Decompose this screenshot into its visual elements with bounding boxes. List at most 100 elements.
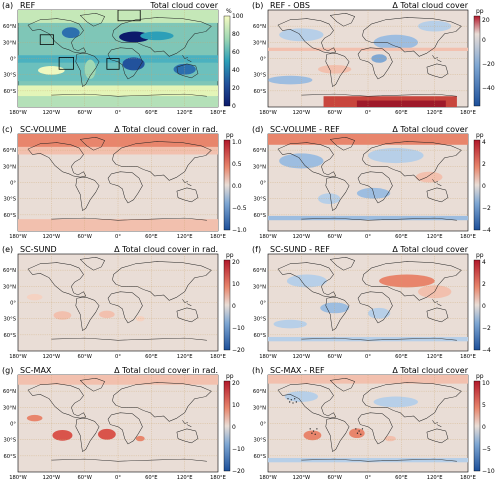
colorbar-unit: pp bbox=[476, 373, 484, 380]
colorbar-unit: % bbox=[226, 8, 232, 15]
axis-labels: 60°N 30°N 0° 30°S 60°S 180°W 120°W 60°W 0° 60°E 12… bbox=[3, 24, 476, 481]
lon-label: 180°W bbox=[259, 110, 277, 116]
colorbar-unit: pp bbox=[476, 252, 484, 259]
lon-label: 180°E bbox=[460, 110, 476, 116]
colorbar-unit: pp bbox=[476, 8, 484, 15]
lon-label: 0° bbox=[115, 110, 121, 116]
lon-label: 0° bbox=[365, 475, 371, 481]
lon-label: 180°E bbox=[460, 354, 476, 360]
colorbar-tick: 100 bbox=[232, 13, 244, 20]
lat-label: 60°S bbox=[4, 454, 17, 460]
lon-label: 180°E bbox=[210, 354, 226, 360]
lon-label: 120°E bbox=[427, 354, 443, 360]
panel-g: (g) SC-MAX Δ Total cloud cover in rad. p… bbox=[2, 366, 245, 475]
colorbar-tick: 20 bbox=[232, 259, 240, 266]
lon-label: 120°W bbox=[43, 234, 61, 240]
colorbar bbox=[223, 15, 231, 107]
colorbar-tick: 5 bbox=[482, 402, 486, 409]
colorbar-tick: −20 bbox=[232, 347, 245, 354]
lat-label: 60°N bbox=[3, 24, 16, 30]
colorbar-tick: 0 bbox=[482, 37, 486, 44]
lon-label: 60°E bbox=[145, 234, 157, 240]
lat-label: 60°N bbox=[253, 24, 266, 30]
lat-label: 30°N bbox=[253, 164, 266, 170]
colorbar-tick: 20 bbox=[232, 380, 240, 387]
lat-label: 30°S bbox=[4, 438, 17, 444]
colorbar-tick: −10 bbox=[232, 446, 245, 453]
lat-label: 30°N bbox=[253, 40, 266, 46]
map-field bbox=[18, 10, 219, 108]
panel-title: Total cloud cover bbox=[149, 1, 218, 10]
lon-label: 120°E bbox=[427, 234, 443, 240]
colorbar-tick: −40 bbox=[482, 85, 495, 92]
lon-label: 120°E bbox=[427, 110, 443, 116]
colorbar-tick: 4 bbox=[482, 259, 486, 266]
lon-label: 60°W bbox=[78, 234, 92, 240]
lat-label: 60°N bbox=[253, 389, 266, 395]
panel-h: (h) SC-MAX - REF Δ Total cloud cover pp … bbox=[252, 366, 495, 475]
panel-letter: (d) bbox=[252, 125, 263, 134]
lon-label: 0° bbox=[115, 354, 121, 360]
lat-label: 60°N bbox=[253, 268, 266, 274]
lon-label: 60°W bbox=[78, 110, 92, 116]
colorbar-tick: −10 bbox=[482, 468, 495, 475]
lat-label: 0° bbox=[10, 301, 16, 307]
lat-label: 60°N bbox=[3, 268, 16, 274]
colorbar-tick: −1.0 bbox=[232, 227, 247, 234]
colorbar bbox=[473, 259, 481, 351]
lon-label: 180°W bbox=[259, 234, 277, 240]
lon-label: 180°E bbox=[210, 475, 226, 481]
map-field bbox=[18, 254, 219, 352]
colorbar bbox=[223, 139, 231, 231]
colorbar-tick: −0.5 bbox=[232, 205, 247, 212]
colorbar-tick: 0 bbox=[232, 424, 236, 431]
colorbar-tick: 0 bbox=[232, 103, 236, 110]
map-field bbox=[268, 10, 469, 108]
lat-label: 30°S bbox=[254, 438, 267, 444]
lat-label: 0° bbox=[10, 57, 16, 63]
lat-label: 0° bbox=[260, 301, 266, 307]
lon-label: 120°E bbox=[177, 354, 193, 360]
lat-label: 60°S bbox=[4, 333, 17, 339]
panel-label: SC-VOLUME - REF bbox=[270, 125, 340, 134]
lat-label: 60°S bbox=[254, 333, 267, 339]
lon-label: 0° bbox=[365, 234, 371, 240]
colorbar-unit: pp bbox=[226, 132, 234, 139]
colorbar-unit: pp bbox=[226, 252, 234, 259]
panel-label: REF bbox=[20, 1, 36, 10]
lon-label: 60°W bbox=[78, 354, 92, 360]
lat-label: 60°S bbox=[254, 213, 267, 219]
colorbar-tick: 80 bbox=[232, 31, 240, 38]
lon-label: 120°W bbox=[293, 475, 311, 481]
lon-label: 0° bbox=[365, 110, 371, 116]
lon-label: 120°W bbox=[293, 234, 311, 240]
panel-label: SC-VOLUME bbox=[20, 125, 67, 134]
colorbar-tick: −20 bbox=[232, 468, 245, 475]
colorbar-tick: 40 bbox=[232, 67, 240, 74]
lat-label: 60°S bbox=[254, 89, 267, 95]
panel-c: (c) SC-VOLUME Δ Total cloud cover in rad… bbox=[2, 125, 247, 234]
lat-label: 30°S bbox=[254, 197, 267, 203]
panel-letter: (e) bbox=[2, 245, 13, 254]
lon-label: 60°W bbox=[328, 354, 342, 360]
lon-label: 120°W bbox=[43, 110, 61, 116]
lon-label: 60°W bbox=[328, 110, 342, 116]
panel-d: (d) SC-VOLUME - REF Δ Total cloud cover … bbox=[252, 125, 491, 234]
lat-label: 30°N bbox=[3, 284, 16, 290]
colorbar-tick: 2 bbox=[482, 281, 486, 288]
lat-label: 0° bbox=[260, 181, 266, 187]
lat-label: 60°N bbox=[3, 148, 16, 154]
lon-label: 120°E bbox=[177, 234, 193, 240]
lon-label: 120°W bbox=[293, 354, 311, 360]
colorbar bbox=[223, 380, 231, 472]
panel-label: SC-MAX bbox=[20, 366, 52, 375]
lon-label: 60°E bbox=[145, 110, 157, 116]
lon-label: 180°E bbox=[460, 234, 476, 240]
panel-title: Δ Total cloud cover in rad. bbox=[114, 125, 218, 134]
colorbar-tick: 2 bbox=[482, 161, 486, 168]
lon-label: 180°W bbox=[259, 475, 277, 481]
lon-label: 60°E bbox=[395, 234, 407, 240]
colorbar-tick: −10 bbox=[232, 325, 245, 332]
map-field bbox=[268, 134, 469, 232]
lat-label: 30°S bbox=[4, 317, 17, 323]
